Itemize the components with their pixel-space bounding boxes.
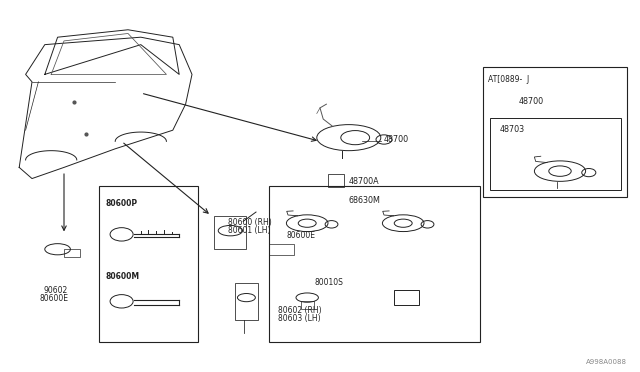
- Text: 80600P: 80600P: [106, 199, 138, 208]
- Bar: [235, 283, 258, 320]
- Text: 80600E: 80600E: [40, 294, 68, 302]
- Text: AT[0889-  J: AT[0889- J: [488, 75, 529, 84]
- Bar: [269, 186, 480, 342]
- Bar: [483, 67, 627, 197]
- Text: A998A0088: A998A0088: [586, 359, 627, 365]
- Bar: [214, 216, 246, 249]
- Bar: [64, 249, 80, 257]
- Bar: [301, 301, 314, 309]
- Bar: [328, 174, 344, 187]
- Text: 48700: 48700: [384, 135, 409, 144]
- Bar: [99, 186, 198, 342]
- Text: 90602: 90602: [44, 286, 68, 295]
- Text: 48700A: 48700A: [349, 177, 380, 186]
- Text: 80600 (RH): 80600 (RH): [228, 218, 271, 227]
- Bar: [269, 244, 294, 255]
- Text: 48700: 48700: [518, 97, 543, 106]
- Text: 48703: 48703: [499, 125, 524, 134]
- Text: 80601 (LH): 80601 (LH): [228, 225, 270, 234]
- Text: 80602 (RH): 80602 (RH): [278, 306, 322, 315]
- Bar: [490, 118, 621, 190]
- Text: 80600E: 80600E: [287, 231, 316, 240]
- Text: 80010S: 80010S: [315, 278, 344, 286]
- Text: 68630M: 68630M: [349, 196, 381, 205]
- Text: 80603 (LH): 80603 (LH): [278, 314, 321, 323]
- Bar: [394, 290, 419, 305]
- Text: 80600M: 80600M: [106, 272, 140, 281]
